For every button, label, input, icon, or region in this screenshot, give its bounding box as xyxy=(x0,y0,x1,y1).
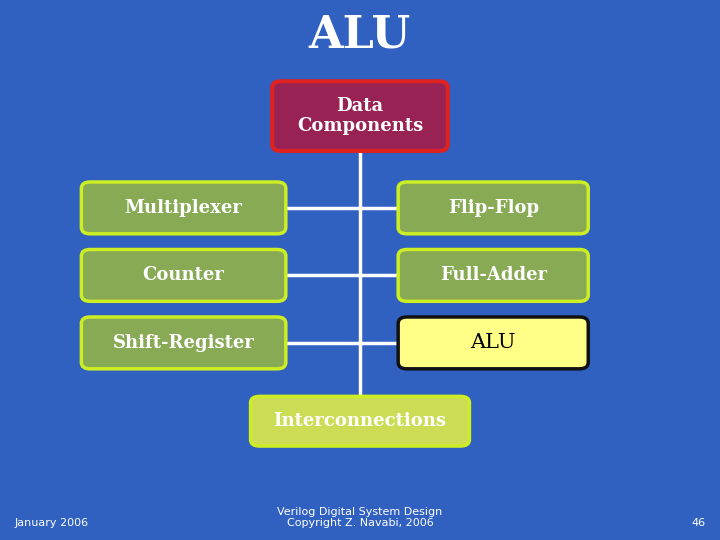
Text: Multiplexer: Multiplexer xyxy=(125,199,243,217)
FancyBboxPatch shape xyxy=(81,317,286,369)
Text: ALU: ALU xyxy=(470,333,516,353)
Text: Full-Adder: Full-Adder xyxy=(440,266,546,285)
Text: 46: 46 xyxy=(691,518,706,528)
Text: January 2006: January 2006 xyxy=(14,518,89,528)
FancyBboxPatch shape xyxy=(81,249,286,301)
FancyBboxPatch shape xyxy=(398,249,588,301)
Text: Counter: Counter xyxy=(143,266,225,285)
FancyBboxPatch shape xyxy=(81,182,286,234)
FancyBboxPatch shape xyxy=(251,396,469,446)
Text: Interconnections: Interconnections xyxy=(274,412,446,430)
FancyBboxPatch shape xyxy=(398,317,588,369)
Text: Flip-Flop: Flip-Flop xyxy=(448,199,539,217)
FancyBboxPatch shape xyxy=(272,81,448,151)
FancyBboxPatch shape xyxy=(398,182,588,234)
Text: ALU: ALU xyxy=(309,14,411,57)
Text: Shift-Register: Shift-Register xyxy=(112,334,255,352)
Text: Verilog Digital System Design
Copyright Z. Navabi, 2006: Verilog Digital System Design Copyright … xyxy=(277,507,443,528)
Text: Data
Components: Data Components xyxy=(297,97,423,136)
